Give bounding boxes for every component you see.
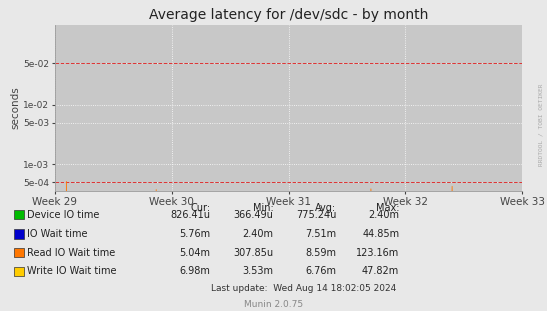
Text: Write IO Wait time: Write IO Wait time	[27, 266, 117, 276]
Text: RRDTOOL / TOBI OETIKER: RRDTOOL / TOBI OETIKER	[538, 83, 543, 166]
Text: 44.85m: 44.85m	[362, 229, 399, 239]
Y-axis label: seconds: seconds	[10, 87, 20, 129]
Text: Read IO Wait time: Read IO Wait time	[27, 248, 115, 258]
Text: 307.85u: 307.85u	[234, 248, 274, 258]
Text: 47.82m: 47.82m	[362, 266, 399, 276]
Text: 366.49u: 366.49u	[234, 210, 274, 220]
Text: Munin 2.0.75: Munin 2.0.75	[244, 300, 303, 309]
Text: 6.76m: 6.76m	[305, 266, 336, 276]
Text: 123.16m: 123.16m	[356, 248, 399, 258]
Text: Avg:: Avg:	[315, 203, 336, 213]
Text: 3.53m: 3.53m	[242, 266, 274, 276]
Text: 5.76m: 5.76m	[179, 229, 211, 239]
Text: 775.24u: 775.24u	[296, 210, 336, 220]
Text: 2.40m: 2.40m	[242, 229, 274, 239]
Text: Min:: Min:	[253, 203, 274, 213]
Text: 8.59m: 8.59m	[305, 248, 336, 258]
Text: IO Wait time: IO Wait time	[27, 229, 88, 239]
Text: 6.98m: 6.98m	[180, 266, 211, 276]
Title: Average latency for /dev/sdc - by month: Average latency for /dev/sdc - by month	[149, 8, 428, 22]
Text: Cur:: Cur:	[190, 203, 211, 213]
Text: 7.51m: 7.51m	[305, 229, 336, 239]
Text: 826.41u: 826.41u	[171, 210, 211, 220]
Text: 5.04m: 5.04m	[179, 248, 211, 258]
Text: Last update:  Wed Aug 14 18:02:05 2024: Last update: Wed Aug 14 18:02:05 2024	[211, 284, 396, 293]
Text: 2.40m: 2.40m	[368, 210, 399, 220]
Text: Max:: Max:	[376, 203, 399, 213]
Text: Device IO time: Device IO time	[27, 210, 100, 220]
